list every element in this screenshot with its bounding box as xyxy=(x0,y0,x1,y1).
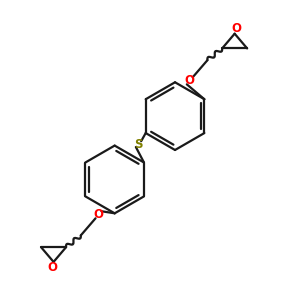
Text: O: O xyxy=(47,261,57,274)
Text: O: O xyxy=(185,74,195,87)
Text: S: S xyxy=(134,138,142,151)
Text: O: O xyxy=(231,22,241,35)
Text: O: O xyxy=(94,208,103,221)
